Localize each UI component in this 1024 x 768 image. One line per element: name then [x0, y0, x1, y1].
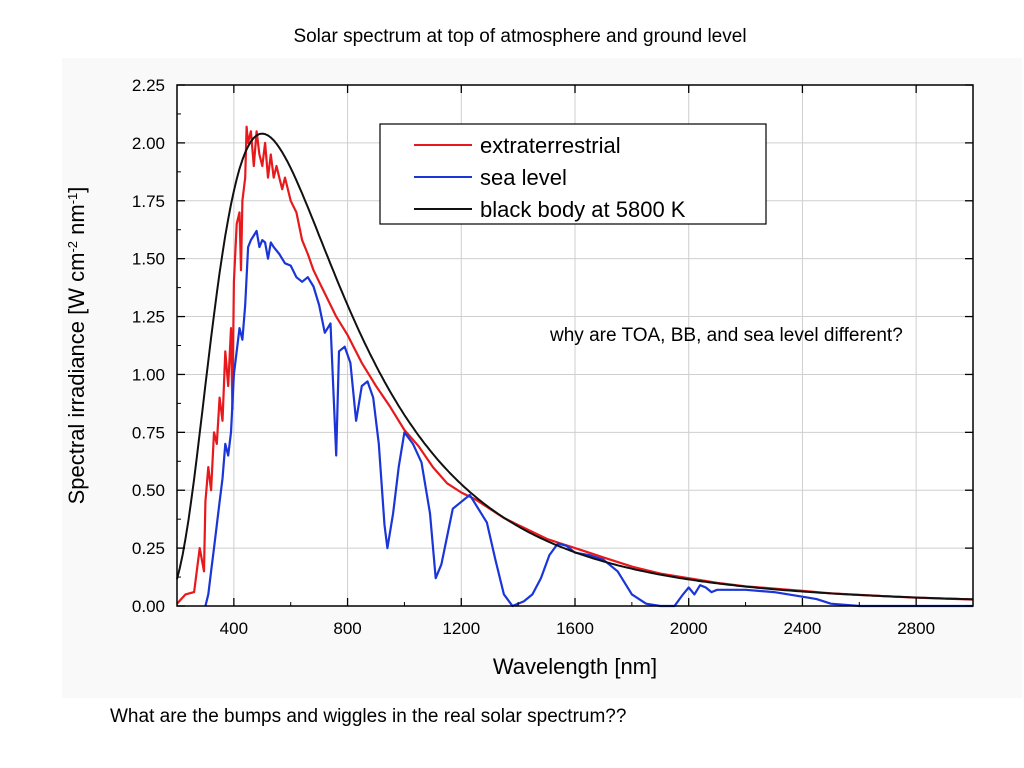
y-tick-label: 0.50 [132, 481, 165, 500]
x-tick-label: 800 [333, 619, 361, 638]
y-tick-label: 1.00 [132, 365, 165, 384]
legend-label: black body at 5800 K [480, 197, 686, 222]
y-tick-label: 0.75 [132, 423, 165, 442]
legend-box [379, 123, 767, 225]
x-tick-label: 2800 [897, 619, 935, 638]
axes: 400 800 1200 1600 2000 2400 2800 0.00 0.25 0.50 0.… [64, 76, 974, 679]
series-line-black-body-at-5800-k [176, 132, 974, 601]
x-tick-label: 1600 [556, 619, 594, 638]
slide-title: Solar spectrum at top of atmosphere and … [293, 26, 747, 47]
annotation-note: why are TOA, BB, and sea level different… [550, 325, 903, 346]
legend: extraterrestrial sea level black body at 5… [379, 123, 767, 225]
y-tick-label: 0.00 [132, 597, 165, 616]
legend-label: sea level [480, 165, 567, 190]
y-tick-label: 1.75 [132, 192, 165, 211]
y-axis-label: Spectral irradiance [W cm-2 nm-1] [64, 187, 89, 505]
footer-question: What are the bumps and wiggles in the re… [110, 706, 627, 727]
x-axis-label: Wavelength [nm] [493, 654, 657, 679]
y-tick-label: 1.50 [132, 250, 165, 269]
legend-label: extraterrestrial [480, 133, 621, 158]
x-tick-label: 2400 [784, 619, 822, 638]
y-tick-label: 2.00 [132, 134, 165, 153]
x-tick-label: 1200 [442, 619, 480, 638]
y-tick-label: 0.25 [132, 539, 165, 558]
x-tick-label: 400 [220, 619, 248, 638]
x-tick-label: 2000 [670, 619, 708, 638]
y-tick-label: 2.25 [132, 76, 165, 95]
y-tick-label: 1.25 [132, 308, 165, 327]
series-line-extraterrestrial [176, 125, 974, 605]
